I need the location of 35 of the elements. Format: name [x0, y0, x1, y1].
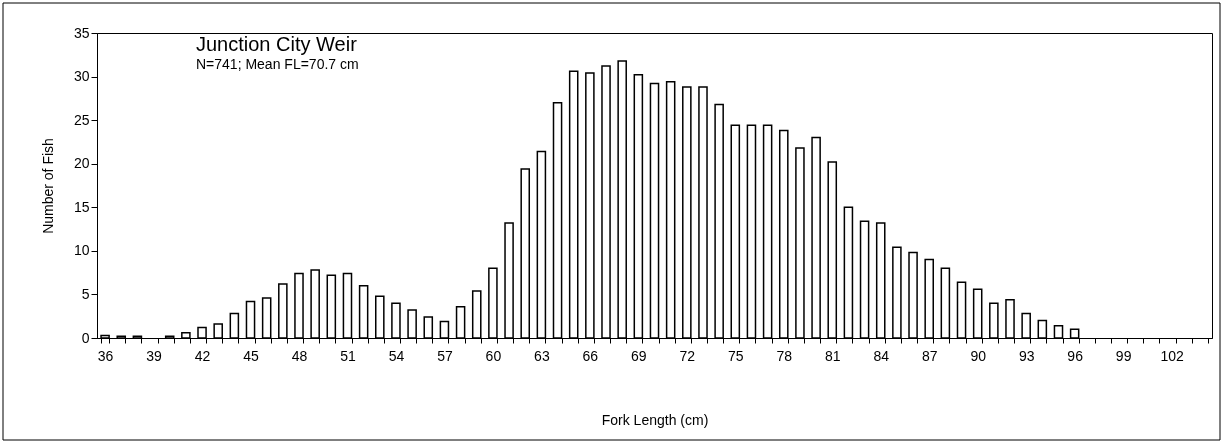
x-tick-label: 54 — [388, 347, 405, 364]
y-tick-label: 20 — [73, 155, 90, 172]
x-tick-label: 39 — [146, 347, 163, 364]
y-tick-label: 30 — [73, 68, 90, 85]
x-tick-label: 66 — [582, 347, 599, 364]
x-tick-label: 102 — [1160, 347, 1184, 364]
x-tick-label: 84 — [873, 347, 890, 364]
annotation: N=741; Mean FL=70.7 cm — [196, 56, 359, 72]
x-tick-label: 51 — [340, 347, 356, 364]
annotation: Junction City Weir — [196, 33, 358, 55]
x-tick-label: 93 — [1018, 347, 1035, 364]
y-axis-title: Number of Fish — [39, 138, 56, 234]
x-tick-label: 87 — [921, 347, 938, 364]
x-tick-label: 63 — [534, 347, 550, 364]
x-tick-label: 42 — [194, 347, 211, 364]
y-tick-label: 0 — [81, 329, 90, 346]
x-tick-label: 81 — [824, 347, 841, 364]
x-tick-label: 99 — [1115, 347, 1132, 364]
x-tick-label: 75 — [728, 347, 744, 364]
x-tick-label: 45 — [243, 347, 260, 364]
y-tick-label: 5 — [81, 285, 90, 302]
x-axis-title: Fork Length (cm) — [601, 411, 709, 428]
x-tick-label: 60 — [485, 347, 502, 364]
x-tick-label: 69 — [631, 347, 647, 364]
x-tick-label: 78 — [776, 347, 793, 364]
y-tick-label: 35 — [73, 24, 90, 41]
x-tick-label: 48 — [291, 347, 308, 364]
x-tick-label: 36 — [97, 347, 114, 364]
y-tick-label: 10 — [73, 242, 90, 259]
x-tick-label: 90 — [970, 347, 987, 364]
y-tick-label: 15 — [73, 198, 90, 215]
y-tick-label: 25 — [73, 111, 90, 128]
x-tick-label: 96 — [1067, 347, 1084, 364]
x-tick-label: 72 — [679, 347, 696, 364]
x-tick-label: 57 — [437, 347, 453, 364]
